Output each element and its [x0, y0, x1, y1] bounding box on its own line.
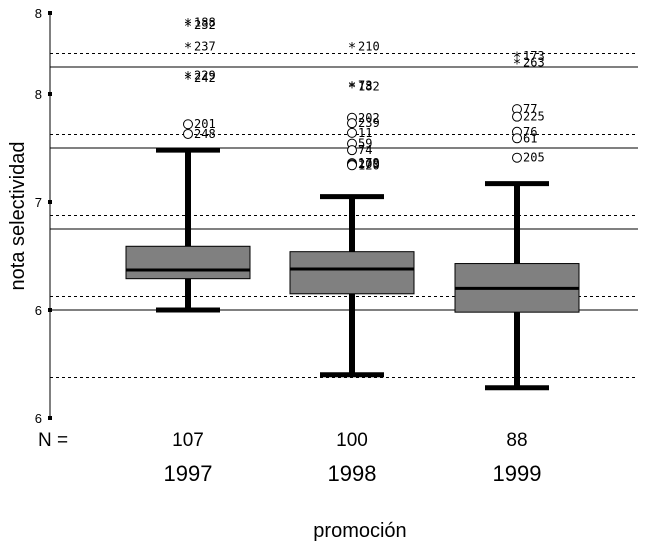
y-axis: 6 6 7 8 8 — [35, 6, 52, 426]
y-axis-label: nota selectividad — [7, 142, 29, 291]
outlier-label: 76 — [523, 125, 537, 139]
x-category-label: 1999 — [493, 461, 542, 486]
outlier-label: 232 — [194, 18, 216, 32]
outlier-extreme-marker: * — [185, 70, 192, 86]
outlier-extreme-marker: * — [514, 57, 521, 73]
outlier-label: 61 — [523, 131, 537, 145]
outlier-label: 120 — [358, 158, 380, 172]
outlier-label: 182 — [358, 79, 380, 93]
y-tick-label: 6 — [35, 303, 42, 318]
outlier-extreme-marker: * — [514, 50, 521, 66]
outlier-label: 188 — [194, 16, 216, 30]
outlier-label: 225 — [523, 110, 545, 124]
outlier-extreme-marker: * — [349, 80, 356, 96]
y-tick-mark — [48, 308, 52, 312]
box-iqr — [125, 245, 251, 280]
outlier-mild-marker — [183, 128, 193, 139]
outlier-label: 202 — [358, 111, 380, 125]
n-count-label: 100 — [336, 430, 368, 451]
x-axis-label: promoción — [313, 520, 406, 542]
outlier-mild-marker — [347, 160, 357, 171]
outlier-extreme-marker: * — [185, 40, 192, 56]
outlier-label: 237 — [194, 39, 216, 53]
n-count-label: 88 — [506, 430, 527, 451]
outlier-mild-marker — [347, 127, 357, 138]
outlier-label: 242 — [194, 71, 216, 85]
box-iqr — [289, 251, 415, 295]
outlier-extreme-marker: * — [185, 19, 192, 35]
outlier-label: 205 — [523, 151, 545, 165]
outlier-label: 73 — [358, 78, 372, 92]
box-group-1998: 202239115974179200120*73*182*210*1371001… — [289, 39, 415, 486]
outlier-mild-marker — [512, 111, 522, 122]
y-tick-label: 6 — [35, 411, 42, 426]
n-count-label: 107 — [172, 430, 204, 451]
y-tick-label: 7 — [35, 195, 42, 210]
y-tick-mark — [48, 11, 52, 15]
outlier-label: 263 — [523, 56, 545, 70]
outlier-extreme-marker: * — [185, 72, 192, 88]
y-tick-label: 8 — [35, 87, 42, 102]
outlier-label: 210 — [358, 39, 380, 53]
outlier-label: 200 — [358, 157, 380, 171]
n-prefix-label: N = — [38, 430, 68, 451]
outlier-label: 11 — [358, 126, 372, 140]
outlier-label: 59 — [358, 137, 372, 151]
outlier-label: 248 — [194, 127, 216, 141]
axis-labels: nota selectividad promoción N = — [7, 142, 407, 542]
outlier-label: 173 — [523, 49, 545, 63]
outlier-label: 74 — [358, 143, 372, 157]
y-tick-mark — [48, 200, 52, 204]
y-tick-mark — [48, 416, 52, 420]
gridlines — [50, 53, 638, 378]
outlier-extreme-marker: * — [349, 40, 356, 56]
outlier-label: 77 — [523, 102, 537, 116]
outlier-mild-marker — [512, 133, 522, 144]
outlier-mild-marker — [347, 145, 357, 156]
x-category-label: 1998 — [328, 461, 377, 486]
y-tick-label: 8 — [35, 6, 42, 21]
outlier-mild-marker — [512, 152, 522, 163]
outlier-label: 179 — [358, 156, 380, 170]
y-tick-mark — [48, 92, 52, 96]
x-category-label: 1997 — [164, 461, 213, 486]
outlier-label: 201 — [194, 117, 216, 131]
outlier-extreme-marker: * — [185, 17, 192, 33]
outlier-label: 229 — [194, 69, 216, 83]
outlier-mild-marker — [183, 119, 193, 130]
outlier-label: 239 — [358, 116, 380, 130]
outlier-extreme-marker: * — [349, 79, 356, 95]
outlier-mild-marker — [347, 118, 357, 129]
